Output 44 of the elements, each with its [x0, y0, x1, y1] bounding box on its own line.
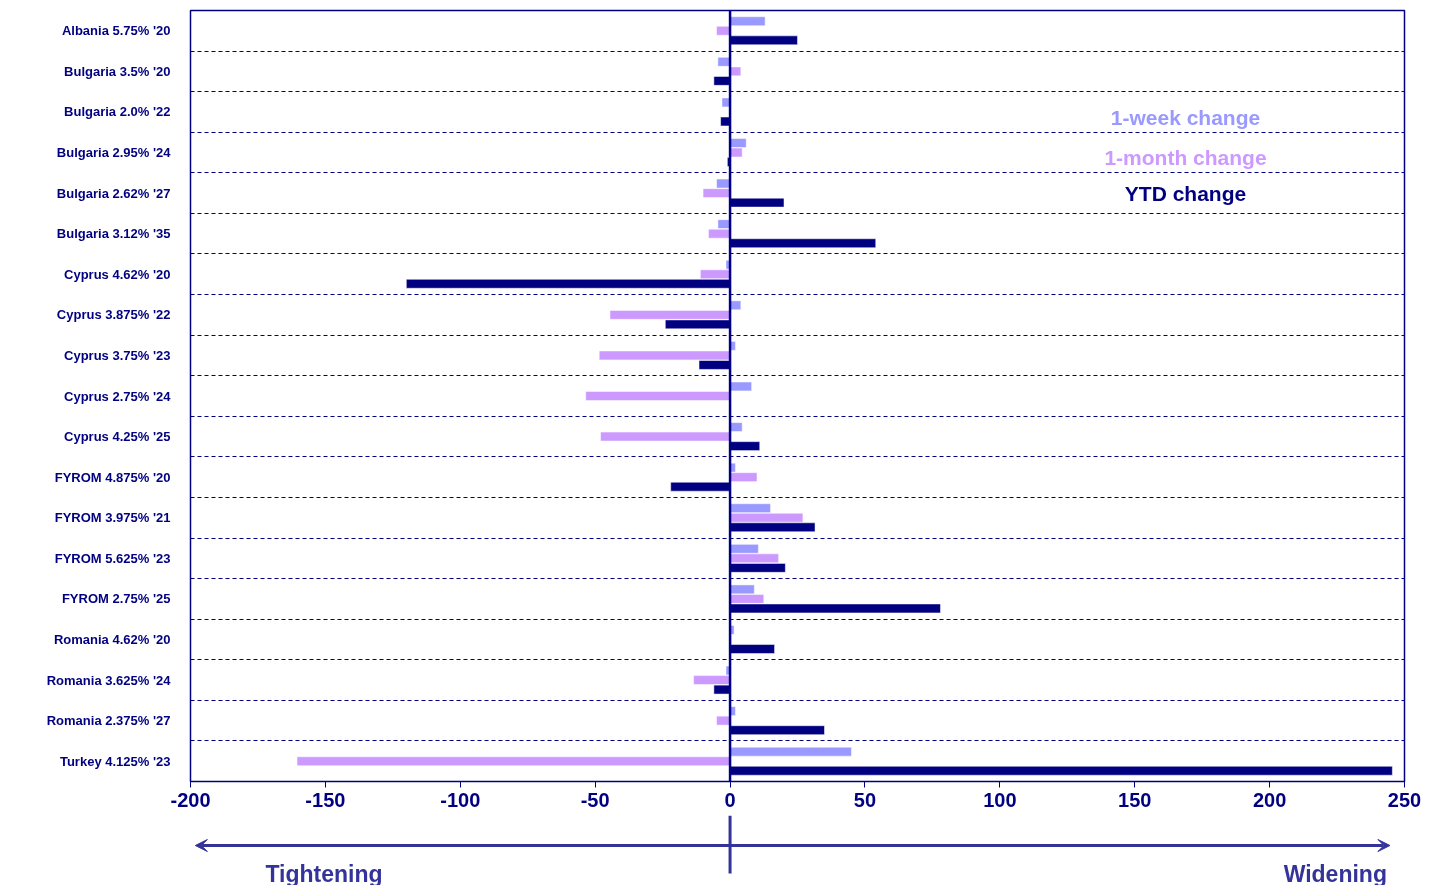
bar: [729, 66, 742, 77]
text: 1-month change: [1104, 146, 1267, 169]
text: YTD change: [1124, 182, 1247, 205]
y-tick-label: FYROM 5.625% '23: [54, 550, 171, 566]
y-tick-label: Bulgaria 2.62% '27: [56, 185, 171, 201]
x-tick-label: 150: [1118, 788, 1152, 811]
y-tick-label: Cyprus 4.25% '25: [64, 429, 171, 445]
y-tick-label: Romania 2.375% '27: [46, 713, 171, 729]
bar: [729, 300, 742, 311]
bar: [716, 26, 731, 36]
y-tick-label: Bulgaria 2.0% '22: [64, 104, 171, 120]
y-tick-label: Cyprus 3.75% '23: [64, 347, 171, 363]
x-tick-label: 200: [1252, 788, 1287, 811]
x-tick-label: 50: [853, 788, 877, 811]
x-tick-label: -100: [440, 788, 481, 811]
bar: [716, 715, 731, 726]
y-tick-label: Cyprus 4.62% '20: [64, 266, 171, 282]
y-tick-label: FYROM 2.75% '25: [61, 591, 171, 607]
x-tick-label: -50: [580, 788, 610, 811]
y-tick-label: FYROM 3.975% '21: [54, 510, 171, 526]
bar: [585, 391, 731, 401]
bar: [729, 381, 752, 392]
bar: [296, 756, 731, 766]
y-tick-label: Romania 4.62% '20: [53, 631, 171, 647]
y-tick-label: Bulgaria 3.12% '35: [56, 226, 171, 242]
bar: [729, 422, 743, 432]
y-tick-label: Cyprus 3.875% '22: [56, 307, 171, 323]
y-tick-label: Turkey 4.125% '23: [59, 753, 171, 769]
y-tick-label: Cyprus 2.75% '24: [64, 388, 172, 404]
x-tick-label: 100: [983, 788, 1017, 811]
y-tick-label: Bulgaria 3.5% '20: [64, 63, 171, 79]
x-tick-label: -200: [170, 788, 211, 811]
bar: [600, 431, 731, 442]
bar: [729, 16, 766, 26]
bar: [729, 746, 852, 757]
y-tick-label: Bulgaria 2.95% '24: [56, 145, 172, 161]
y-tick-label: Albania 5.75% '20: [61, 23, 171, 39]
bar: [717, 57, 731, 67]
text: 1-week change: [1110, 106, 1261, 129]
x-tick-label: -150: [305, 788, 346, 811]
y-tick-label: FYROM 4.875% '20: [54, 469, 171, 485]
x-tick-label: 0: [724, 788, 736, 811]
y-tick-label: Romania 3.625% '24: [46, 672, 172, 688]
x-tick-label: 250: [1387, 788, 1422, 811]
